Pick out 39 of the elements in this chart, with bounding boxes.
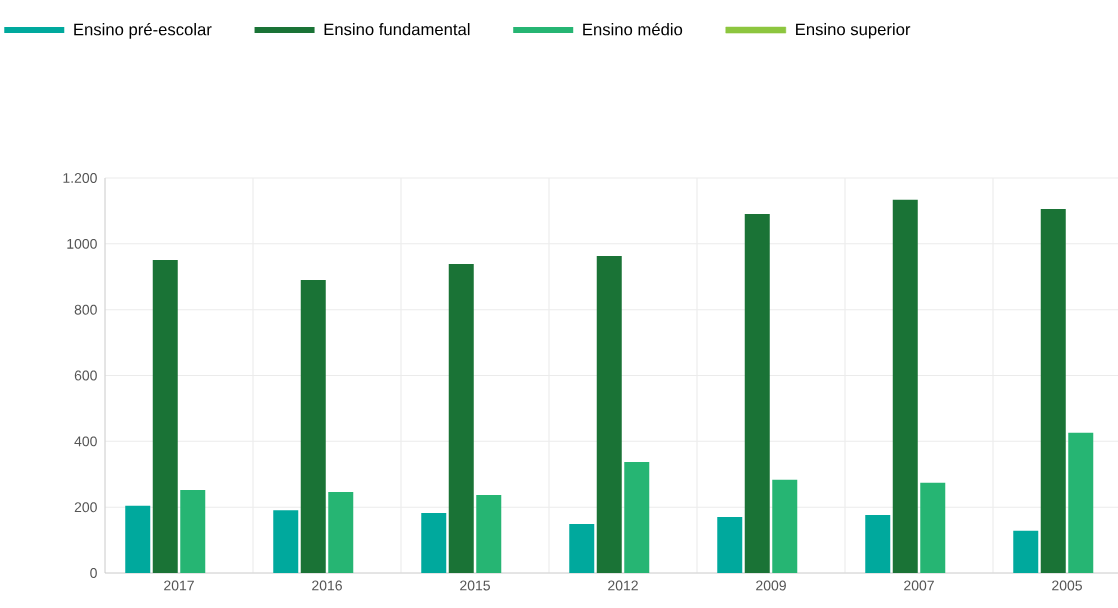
- bar: [596, 256, 622, 573]
- legend-label: Ensino pré-escolar: [74, 22, 212, 39]
- x-tick-label: 2005: [1052, 580, 1082, 591]
- bar: [569, 523, 595, 573]
- bar: [1040, 208, 1066, 573]
- y-tick-label: 0: [90, 568, 97, 578]
- x-tick-label: 2016: [312, 580, 342, 591]
- legend-label: Ensino fundamental: [324, 23, 470, 36]
- y-tick-label: 1000: [67, 238, 97, 249]
- y-tick-label: 800: [74, 304, 97, 315]
- y-tick-label: 400: [74, 436, 97, 447]
- bar: [328, 492, 354, 573]
- bar: [180, 490, 206, 573]
- x-tick-label: 2009: [756, 580, 786, 591]
- bar: [476, 494, 502, 573]
- y-tick-label: 1.200: [63, 173, 97, 183]
- y-tick-label: 200: [74, 502, 97, 513]
- bar: [772, 479, 798, 573]
- bar: [300, 280, 326, 573]
- x-tick-label: 2017: [164, 580, 194, 591]
- bar: [920, 482, 946, 573]
- y-tick-label: 600: [74, 370, 97, 381]
- bar: [421, 513, 447, 573]
- x-tick-label: 2015: [460, 580, 490, 591]
- bar: [892, 199, 918, 573]
- bar: [744, 213, 770, 573]
- bar: [865, 515, 891, 573]
- bar: [624, 462, 650, 573]
- legend-label: Ensino médio: [583, 22, 683, 36]
- x-tick-label: 2007: [904, 580, 934, 591]
- bar: [717, 517, 743, 573]
- bar: [152, 259, 178, 573]
- legend-label: Ensino superior: [796, 23, 911, 39]
- bar: [125, 505, 151, 573]
- bar: [1068, 432, 1094, 573]
- x-tick-label: 2012: [608, 580, 638, 591]
- bar: [448, 263, 474, 573]
- bar: [1013, 530, 1039, 573]
- bar: [273, 510, 299, 573]
